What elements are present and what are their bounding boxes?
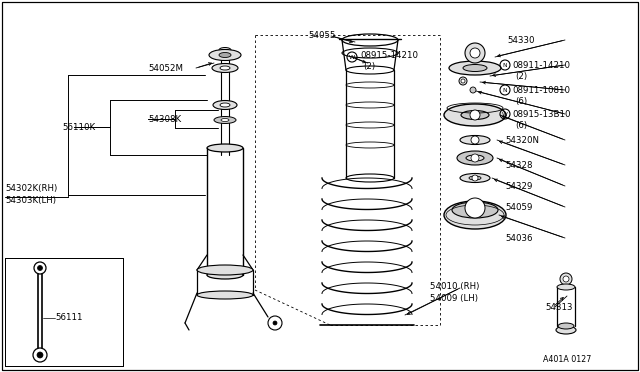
Text: W: W bbox=[349, 55, 355, 60]
Bar bbox=[5, 258, 123, 366]
Ellipse shape bbox=[221, 119, 229, 122]
Text: 54009 (LH): 54009 (LH) bbox=[430, 294, 478, 302]
Text: N: N bbox=[503, 62, 508, 67]
Ellipse shape bbox=[556, 326, 576, 334]
Circle shape bbox=[470, 87, 476, 93]
Ellipse shape bbox=[557, 284, 575, 290]
Ellipse shape bbox=[207, 144, 243, 152]
Text: 08911-10810: 08911-10810 bbox=[512, 86, 570, 94]
Ellipse shape bbox=[444, 104, 506, 126]
Text: 54036: 54036 bbox=[505, 234, 532, 243]
Ellipse shape bbox=[466, 155, 484, 161]
Ellipse shape bbox=[461, 110, 489, 119]
Text: 08915-13B10: 08915-13B10 bbox=[512, 109, 570, 119]
Circle shape bbox=[472, 175, 478, 181]
Ellipse shape bbox=[212, 64, 238, 73]
Circle shape bbox=[38, 266, 42, 270]
Circle shape bbox=[563, 276, 569, 282]
Text: 54303K(LH): 54303K(LH) bbox=[5, 196, 56, 205]
Ellipse shape bbox=[220, 66, 230, 70]
Text: (2): (2) bbox=[363, 61, 375, 71]
Text: 54328: 54328 bbox=[505, 160, 532, 170]
Text: 54330: 54330 bbox=[507, 35, 534, 45]
Ellipse shape bbox=[219, 52, 231, 58]
Text: 54010 (RH): 54010 (RH) bbox=[430, 282, 479, 292]
Ellipse shape bbox=[197, 265, 253, 275]
Ellipse shape bbox=[197, 291, 253, 299]
Text: 54302K(RH): 54302K(RH) bbox=[5, 183, 57, 192]
Circle shape bbox=[273, 321, 277, 325]
Text: A401A 0127: A401A 0127 bbox=[543, 356, 591, 365]
Text: 54055: 54055 bbox=[308, 31, 335, 39]
Text: 54052M: 54052M bbox=[148, 64, 183, 73]
Ellipse shape bbox=[460, 173, 490, 183]
Ellipse shape bbox=[558, 323, 574, 329]
Circle shape bbox=[461, 79, 465, 83]
Circle shape bbox=[459, 77, 467, 85]
Ellipse shape bbox=[457, 151, 493, 165]
Ellipse shape bbox=[220, 103, 230, 107]
Ellipse shape bbox=[449, 61, 501, 75]
Ellipse shape bbox=[219, 48, 231, 52]
Ellipse shape bbox=[213, 100, 237, 109]
Circle shape bbox=[465, 43, 485, 63]
Text: 56111: 56111 bbox=[55, 314, 83, 323]
Ellipse shape bbox=[209, 49, 241, 61]
Ellipse shape bbox=[207, 271, 243, 279]
Text: 54308K: 54308K bbox=[148, 115, 181, 124]
Ellipse shape bbox=[444, 201, 506, 229]
Ellipse shape bbox=[469, 176, 481, 180]
Circle shape bbox=[465, 198, 485, 218]
Ellipse shape bbox=[460, 135, 490, 144]
Text: 56110K: 56110K bbox=[62, 122, 95, 131]
Ellipse shape bbox=[214, 116, 236, 124]
Text: W: W bbox=[502, 112, 508, 116]
Circle shape bbox=[470, 48, 480, 58]
Bar bbox=[5, 258, 123, 366]
Text: 54320N: 54320N bbox=[505, 135, 539, 144]
Circle shape bbox=[471, 136, 479, 144]
Text: 08911-14210: 08911-14210 bbox=[512, 61, 570, 70]
Text: (6): (6) bbox=[515, 96, 527, 106]
Text: 08915-14210: 08915-14210 bbox=[360, 51, 418, 60]
Circle shape bbox=[560, 273, 572, 285]
Circle shape bbox=[37, 352, 43, 358]
Text: (6): (6) bbox=[515, 121, 527, 129]
Ellipse shape bbox=[452, 202, 498, 218]
Text: N: N bbox=[503, 87, 508, 93]
Text: 54059: 54059 bbox=[505, 202, 532, 212]
Ellipse shape bbox=[463, 64, 487, 71]
Text: 54313: 54313 bbox=[545, 302, 573, 311]
Circle shape bbox=[471, 154, 479, 162]
Text: (2): (2) bbox=[515, 71, 527, 80]
Circle shape bbox=[470, 110, 480, 120]
Text: 54329: 54329 bbox=[505, 182, 532, 190]
